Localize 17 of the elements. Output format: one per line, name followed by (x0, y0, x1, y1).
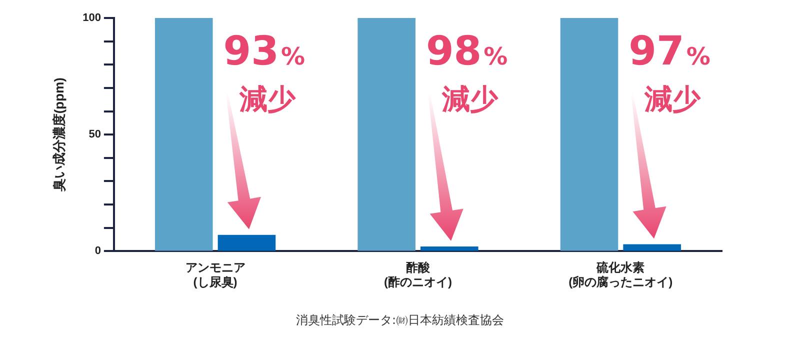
y-tick-label: 50 (88, 128, 101, 141)
y-tick-label: 100 (82, 12, 101, 24)
text: 消臭性試験データ:㈶日本紡績検査協会 (294, 312, 506, 329)
annotation: 93% 減少 (223, 28, 306, 116)
bar (218, 234, 276, 251)
bar (560, 18, 618, 251)
y-tick-label: 0 (94, 245, 101, 258)
bar (420, 246, 478, 251)
y-axis-title: 臭い成分濃度(ppm) (51, 78, 66, 192)
bar (358, 18, 416, 251)
x-tick-label: 酢酸 (酢のニオイ) (384, 260, 452, 290)
bar (154, 18, 213, 251)
bar (623, 244, 681, 251)
annotation: 97% 減少 (628, 28, 710, 116)
x-tick-label: 硫化水素 (卵の腐ったニオイ) (568, 260, 673, 290)
x-tick-label: アンモニア (し尿臭) (185, 260, 246, 290)
annotation: 98% 減少 (426, 28, 508, 116)
